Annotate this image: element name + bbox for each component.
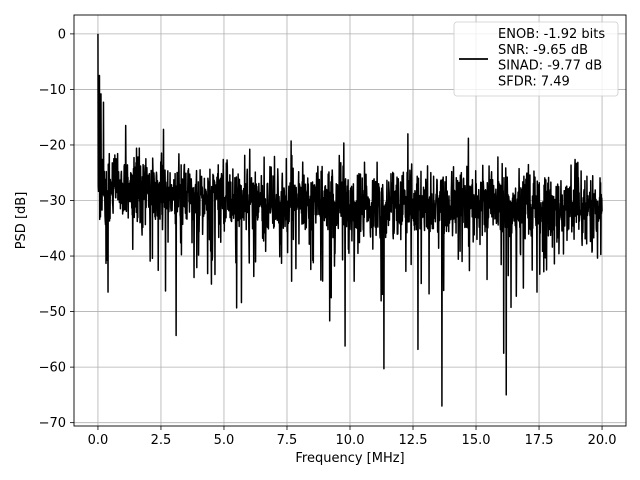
legend-entry-line: SNR: -9.65 dB xyxy=(498,43,588,58)
x-axis: 0.0 2.5 5.0 7.5 10.0 12.5 15.0 17.5 20.0 xyxy=(88,426,617,448)
legend-entry-line: ENOB: -1.92 bits xyxy=(498,27,605,42)
y-axis-label: PSD [dB] xyxy=(14,192,29,250)
y-tick-label: −50 xyxy=(39,305,66,320)
x-tick-label: 5.0 xyxy=(214,433,235,448)
x-tick-label: 12.5 xyxy=(399,433,428,448)
x-tick-label: 20.0 xyxy=(588,433,617,448)
y-tick-label: −40 xyxy=(39,250,66,265)
y-axis: 0 −10 −20 −30 −40 −50 −60 −70 xyxy=(39,27,74,431)
legend-entry-line: SFDR: 7.49 xyxy=(498,74,570,89)
y-tick-label: −60 xyxy=(39,361,66,376)
psd-trace xyxy=(97,33,603,407)
psd-series xyxy=(97,33,603,407)
x-tick-label: 7.5 xyxy=(277,433,298,448)
x-tick-label: 15.0 xyxy=(462,433,491,448)
x-tick-label: 10.0 xyxy=(336,433,365,448)
y-tick-label: 0 xyxy=(58,27,66,42)
x-tick-label: 2.5 xyxy=(151,433,172,448)
y-tick-label: −30 xyxy=(39,194,66,209)
x-tick-label: 17.5 xyxy=(525,433,554,448)
x-axis-label: Frequency [MHz] xyxy=(295,451,404,466)
y-tick-label: −70 xyxy=(39,416,66,431)
legend-box xyxy=(453,21,619,97)
y-tick-label: −20 xyxy=(39,138,66,153)
x-tick-label: 0.0 xyxy=(88,433,109,448)
y-tick-label: −10 xyxy=(39,83,66,98)
legend-entry-line: SINAD: -9.77 dB xyxy=(498,59,602,74)
